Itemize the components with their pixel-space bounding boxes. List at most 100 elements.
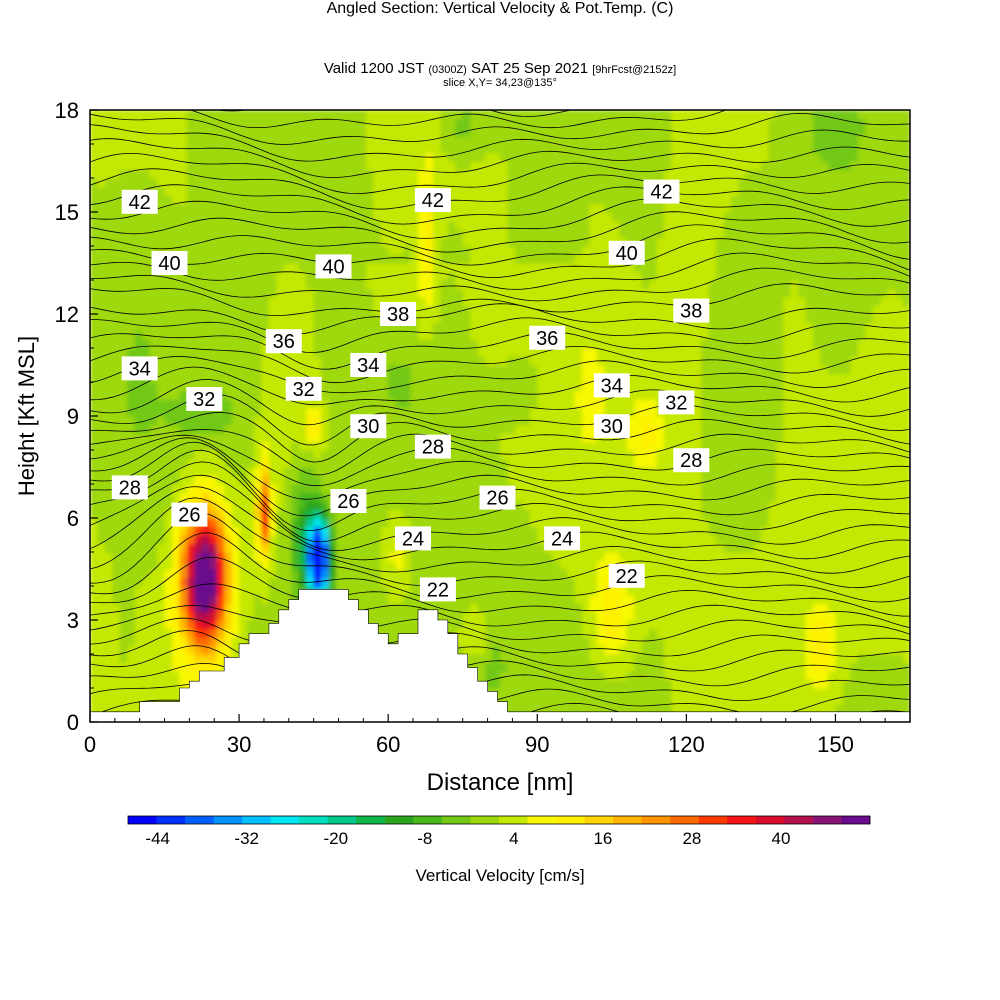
field-cell bbox=[470, 628, 479, 638]
field-cell bbox=[492, 654, 501, 664]
field-cell bbox=[783, 637, 792, 647]
field-cell bbox=[97, 586, 106, 596]
field-cell bbox=[619, 645, 628, 655]
field-cell bbox=[835, 705, 844, 715]
field-cell bbox=[738, 407, 747, 417]
field-cell bbox=[134, 518, 143, 528]
field-cell bbox=[186, 407, 195, 417]
field-cell bbox=[738, 475, 747, 485]
field-cell bbox=[246, 620, 255, 630]
field-cell bbox=[857, 662, 866, 672]
field-cell bbox=[261, 348, 270, 358]
field-cell bbox=[119, 645, 128, 655]
field-cell bbox=[775, 637, 784, 647]
field-cell bbox=[216, 467, 225, 477]
field-cell bbox=[783, 509, 792, 519]
field-cell bbox=[574, 416, 583, 426]
field-cell bbox=[738, 348, 747, 358]
field-cell bbox=[895, 586, 904, 596]
field-cell bbox=[328, 390, 337, 400]
field-cell bbox=[246, 484, 255, 494]
field-cell bbox=[619, 603, 628, 613]
field-cell bbox=[559, 688, 568, 698]
field-cell bbox=[522, 484, 531, 494]
field-cell bbox=[365, 577, 374, 587]
field-cell bbox=[425, 467, 434, 477]
field-cell bbox=[708, 365, 717, 375]
field-cell bbox=[686, 560, 695, 570]
field-cell bbox=[835, 509, 844, 519]
field-cell bbox=[664, 441, 673, 451]
field-cell bbox=[268, 501, 277, 511]
field-cell bbox=[820, 382, 829, 392]
field-cell bbox=[380, 577, 389, 587]
field-cell bbox=[857, 560, 866, 570]
field-cell bbox=[209, 433, 218, 443]
field-cell bbox=[418, 509, 427, 519]
field-cell bbox=[239, 348, 248, 358]
field-cell bbox=[522, 679, 531, 689]
field-cell bbox=[388, 603, 397, 613]
field-cell bbox=[149, 390, 158, 400]
field-cell bbox=[626, 518, 635, 528]
field-cell bbox=[179, 433, 188, 443]
field-cell bbox=[567, 560, 576, 570]
field-cell bbox=[544, 569, 553, 579]
field-cell bbox=[500, 348, 509, 358]
field-cell bbox=[104, 577, 113, 587]
field-cell bbox=[708, 348, 717, 358]
field-cell bbox=[104, 475, 113, 485]
field-cell bbox=[514, 552, 523, 562]
field-cell bbox=[656, 373, 665, 383]
field-cell bbox=[328, 416, 337, 426]
field-cell bbox=[828, 637, 837, 647]
field-cell bbox=[403, 450, 412, 460]
field-cell bbox=[254, 569, 263, 579]
field-cell bbox=[268, 441, 277, 451]
field-cell bbox=[418, 348, 427, 358]
field-cell bbox=[522, 433, 531, 443]
field-cell bbox=[671, 654, 680, 664]
field-cell bbox=[895, 569, 904, 579]
field-cell bbox=[164, 620, 173, 630]
field-cell bbox=[425, 552, 434, 562]
field-cell bbox=[790, 696, 799, 706]
field-cell bbox=[731, 467, 740, 477]
field-cell bbox=[186, 373, 195, 383]
field-cell bbox=[656, 637, 665, 647]
field-cell bbox=[783, 688, 792, 698]
field-cell bbox=[142, 441, 151, 451]
field-cell bbox=[686, 484, 695, 494]
field-cell bbox=[664, 620, 673, 630]
field-cell bbox=[634, 671, 643, 681]
field-cell bbox=[708, 458, 717, 468]
field-cell bbox=[865, 552, 874, 562]
field-cell bbox=[485, 356, 494, 366]
field-cell bbox=[231, 407, 240, 417]
field-cell bbox=[731, 356, 740, 366]
field-cell bbox=[887, 586, 896, 596]
field-cell bbox=[872, 552, 881, 562]
field-cell bbox=[403, 348, 412, 358]
field-cell bbox=[738, 526, 747, 536]
field-cell bbox=[90, 637, 99, 647]
field-cell bbox=[477, 382, 486, 392]
field-cell bbox=[380, 382, 389, 392]
field-cell bbox=[828, 620, 837, 630]
field-cell bbox=[857, 475, 866, 485]
field-cell bbox=[775, 535, 784, 545]
field-cell bbox=[678, 484, 687, 494]
field-cell bbox=[902, 433, 910, 443]
field-cell bbox=[500, 467, 509, 477]
field-cell bbox=[500, 671, 509, 681]
field-cell bbox=[395, 407, 404, 417]
field-cell bbox=[425, 569, 434, 579]
field-cell bbox=[522, 407, 531, 417]
field-cell bbox=[380, 339, 389, 349]
field-cell bbox=[768, 543, 777, 553]
field-cell bbox=[664, 339, 673, 349]
field-cell bbox=[664, 484, 673, 494]
valid-time-line: Valid 1200 JST (0300Z) SAT 25 Sep 2021 [… bbox=[0, 60, 1000, 77]
field-cell bbox=[544, 594, 553, 604]
